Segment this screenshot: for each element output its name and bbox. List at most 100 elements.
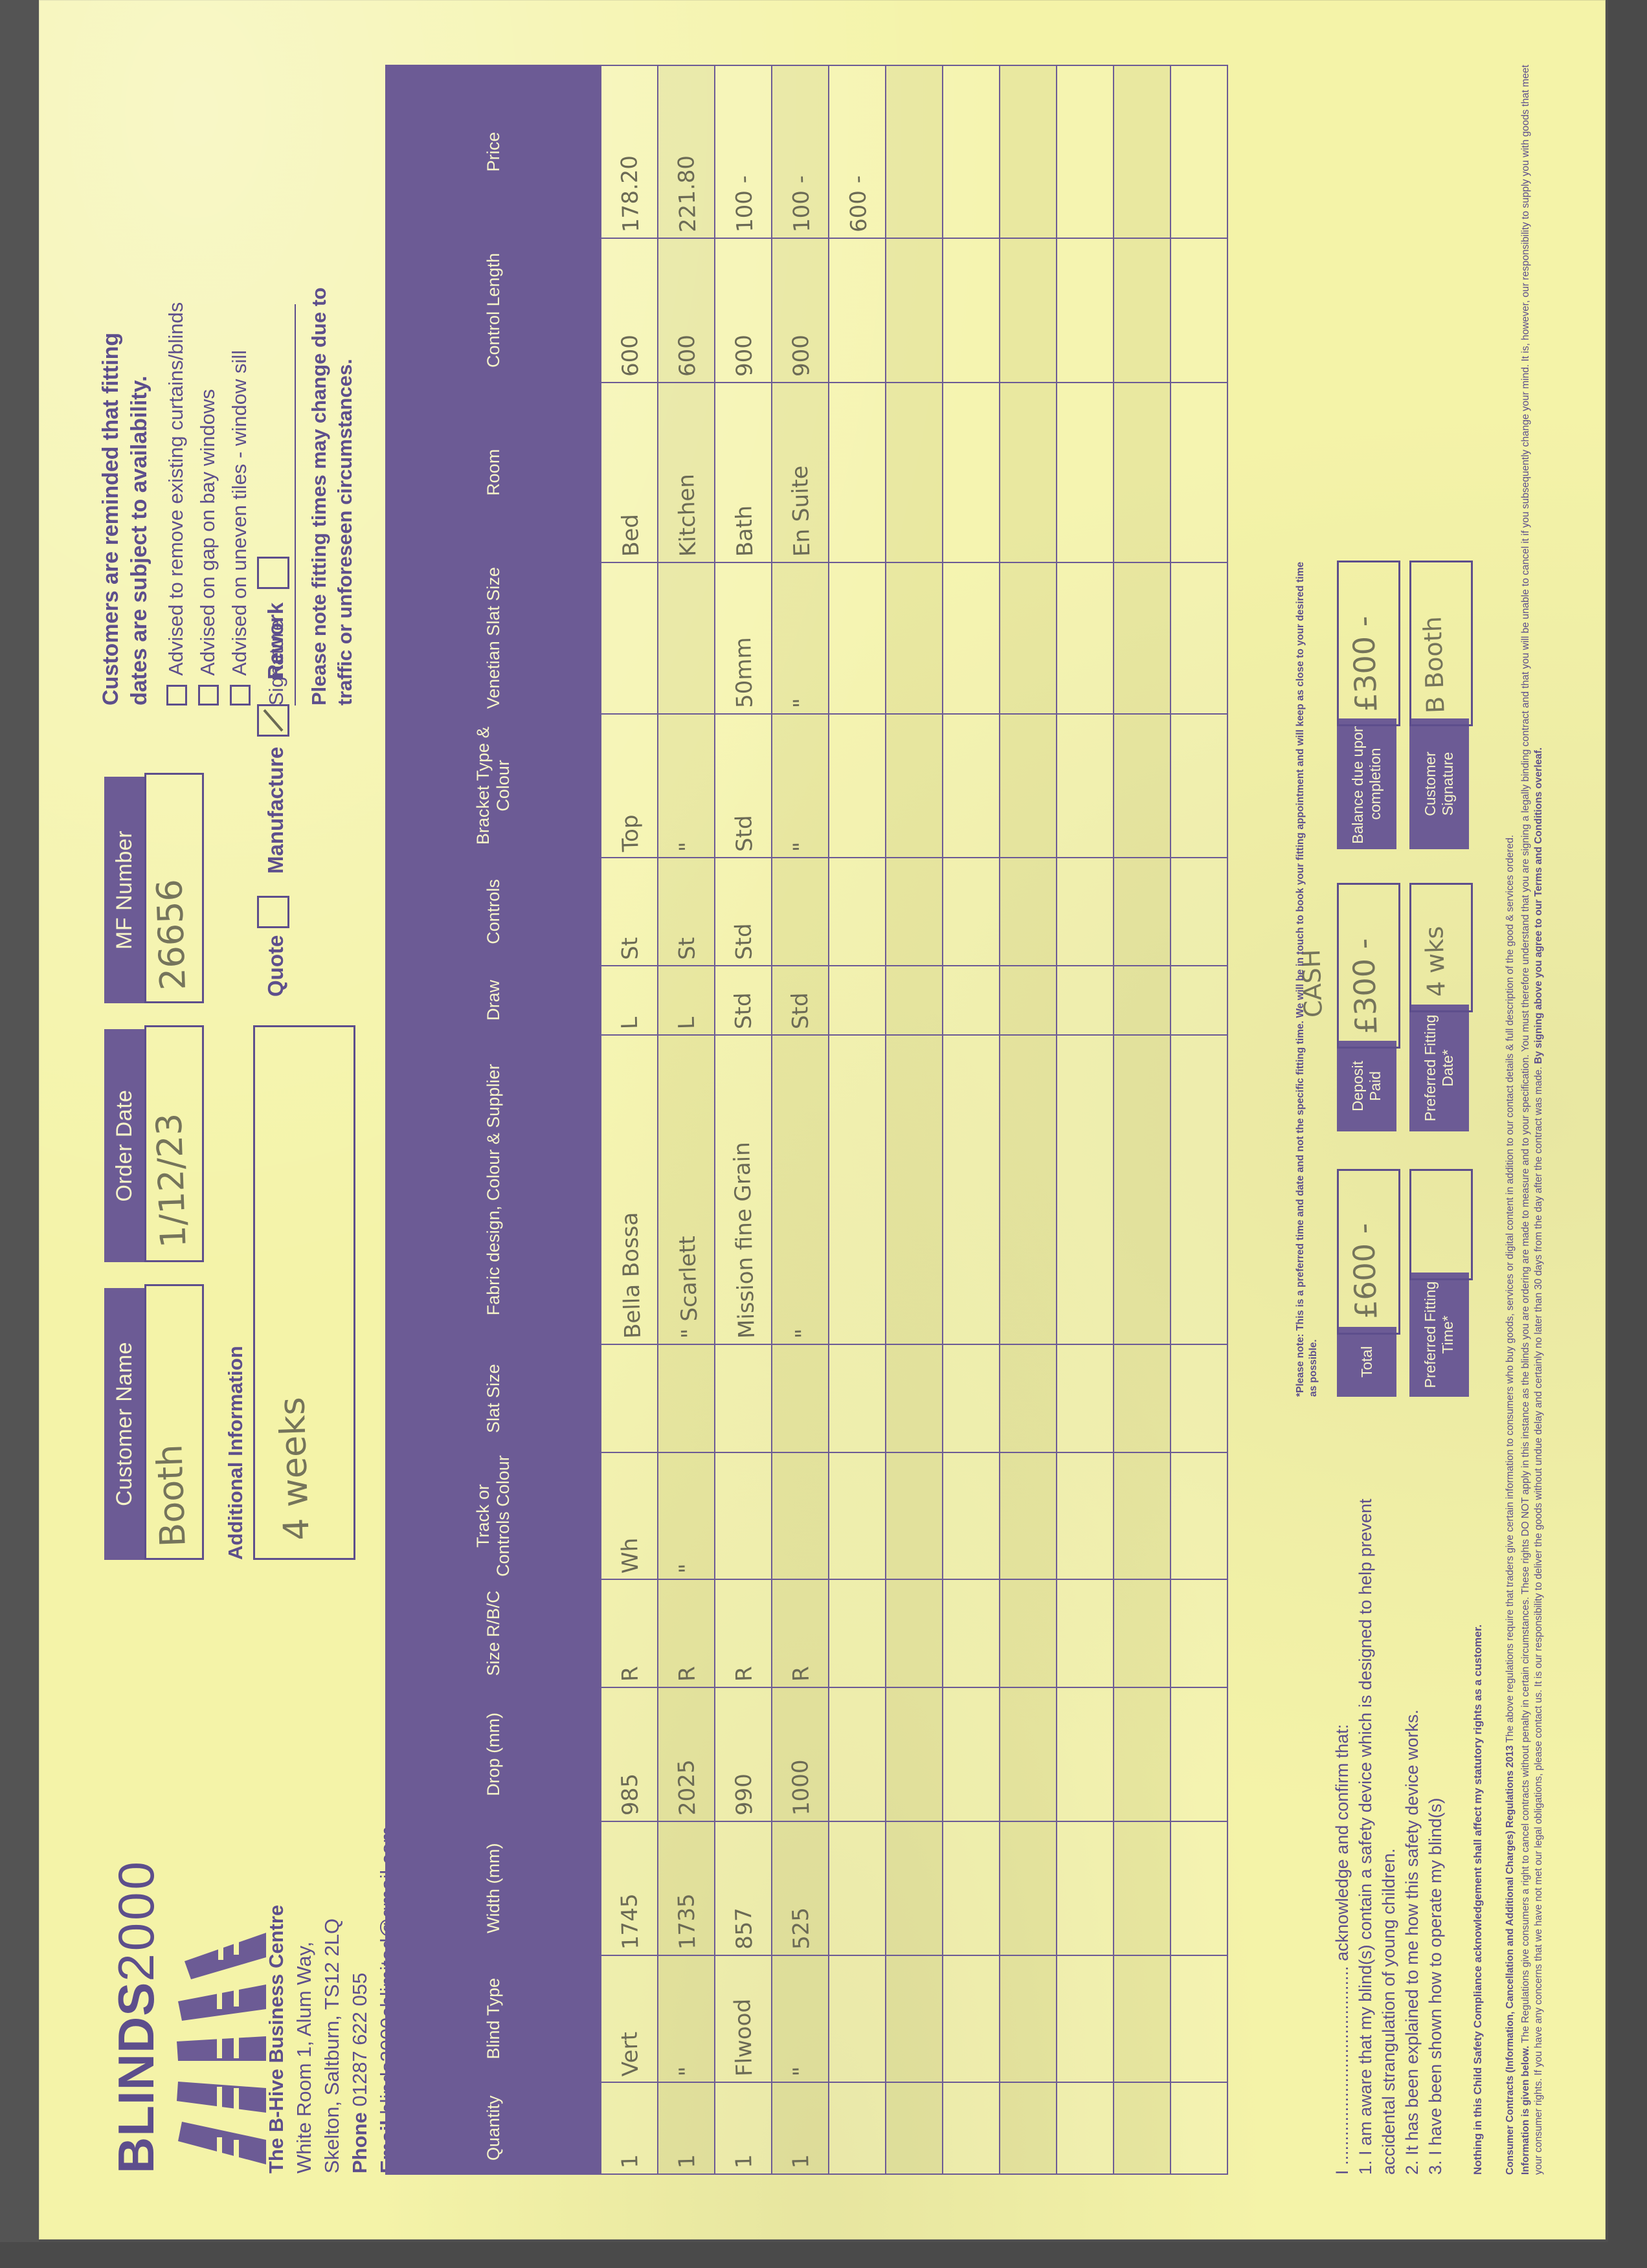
cell-draw[interactable]: [829, 965, 886, 1035]
cell-size-rbc[interactable]: [829, 1579, 886, 1687]
cell-blind-type[interactable]: ": [658, 1955, 715, 2082]
cell-size-rbc[interactable]: [1114, 1579, 1171, 1687]
cell-draw[interactable]: Std: [772, 965, 829, 1035]
cell-venetian-slat[interactable]: 50mm: [715, 562, 772, 714]
cell-room[interactable]: [1171, 382, 1227, 562]
cell-track-colour[interactable]: [1171, 1452, 1227, 1579]
cell-room[interactable]: [829, 382, 886, 562]
cell-draw[interactable]: [886, 965, 943, 1035]
cell-size-rbc[interactable]: [1171, 1579, 1227, 1687]
cell-size-rbc[interactable]: [1057, 1579, 1114, 1687]
cell-controls[interactable]: [1000, 858, 1057, 966]
cell-room[interactable]: [1114, 382, 1171, 562]
cell-blind-type[interactable]: [1000, 1955, 1057, 2082]
cell-track-colour[interactable]: [1057, 1452, 1114, 1579]
cell-width[interactable]: [1171, 1821, 1227, 1955]
cell-width[interactable]: [829, 1821, 886, 1955]
cell-drop[interactable]: 1000: [772, 1687, 829, 1821]
cell-price[interactable]: 178.20: [601, 65, 658, 239]
cell-venetian-slat[interactable]: [1000, 562, 1057, 714]
cell-room[interactable]: Bed: [601, 382, 658, 562]
cell-fabric[interactable]: [829, 1034, 886, 1345]
cell-bracket[interactable]: [1171, 713, 1227, 858]
cell-price[interactable]: [1000, 65, 1057, 239]
cell-fabric[interactable]: [1114, 1034, 1171, 1345]
cell-quantity[interactable]: 1: [772, 2082, 829, 2174]
cell-fabric[interactable]: Bella Bossa: [601, 1034, 658, 1345]
cell-fabric[interactable]: [1057, 1034, 1114, 1345]
cell-quantity[interactable]: [1057, 2082, 1114, 2174]
cell-price[interactable]: 600 -: [829, 65, 886, 239]
cell-venetian-slat[interactable]: [601, 562, 658, 714]
cell-drop[interactable]: [829, 1687, 886, 1821]
table-row[interactable]: [1114, 65, 1171, 2174]
signature-label[interactable]: Signature: [263, 304, 296, 706]
cell-size-rbc[interactable]: R: [658, 1579, 715, 1687]
cell-blind-type[interactable]: [1171, 1955, 1227, 2082]
cell-bracket[interactable]: ": [772, 713, 829, 858]
cell-room[interactable]: [943, 382, 1000, 562]
cell-venetian-slat[interactable]: [943, 562, 1000, 714]
cell-width[interactable]: 1735: [658, 1821, 715, 1955]
cell-track-colour[interactable]: [943, 1452, 1000, 1579]
table-row[interactable]: 1 Vert 1745 985 R Wh Bella Bossa L St Top Bed 600 17…: [601, 65, 658, 2174]
table-row[interactable]: 1 " 1735 2025 R " " Scarlett L St " Kitchen 600 221.…: [658, 65, 715, 2174]
cell-width[interactable]: 525: [772, 1821, 829, 1955]
cell-quantity[interactable]: [1114, 2082, 1171, 2174]
cell-controls[interactable]: St: [658, 858, 715, 966]
cell-width[interactable]: [1057, 1821, 1114, 1955]
advised-curtains-checkbox[interactable]: [166, 685, 187, 706]
cell-control-length[interactable]: [1114, 238, 1171, 383]
cell-bracket[interactable]: [943, 713, 1000, 858]
cell-width[interactable]: [1000, 1821, 1057, 1955]
cell-track-colour[interactable]: [1000, 1452, 1057, 1579]
cell-price[interactable]: [1114, 65, 1171, 239]
cell-draw[interactable]: [1171, 965, 1227, 1035]
advised-uneven-tiles-checkbox[interactable]: [230, 685, 251, 706]
cell-draw[interactable]: L: [658, 965, 715, 1035]
cell-room[interactable]: En Suite: [772, 382, 829, 562]
cell-room[interactable]: [1057, 382, 1114, 562]
table-row[interactable]: [1171, 65, 1227, 2174]
cell-blind-type[interactable]: Flwood: [715, 1955, 772, 2082]
cell-control-length[interactable]: 600: [601, 238, 658, 383]
cell-draw[interactable]: Std: [715, 965, 772, 1035]
cell-track-colour[interactable]: [1114, 1452, 1171, 1579]
cell-controls[interactable]: [886, 858, 943, 966]
cell-venetian-slat[interactable]: [829, 562, 886, 714]
cell-quantity[interactable]: 1: [715, 2082, 772, 2174]
manufacture-checkbox[interactable]: [257, 704, 289, 737]
cell-slat-size[interactable]: [1000, 1344, 1057, 1453]
cell-venetian-slat[interactable]: [658, 562, 715, 714]
cell-drop[interactable]: [886, 1687, 943, 1821]
cell-price[interactable]: [886, 65, 943, 239]
cell-price[interactable]: 221.80: [658, 65, 715, 239]
cell-price[interactable]: 100 -: [772, 65, 829, 239]
cell-venetian-slat[interactable]: [1171, 562, 1227, 714]
cell-drop[interactable]: [1000, 1687, 1057, 1821]
cell-controls[interactable]: St: [601, 858, 658, 966]
cell-track-colour[interactable]: Wh: [601, 1452, 658, 1579]
cell-slat-size[interactable]: [715, 1344, 772, 1453]
cell-slat-size[interactable]: [943, 1344, 1000, 1453]
cell-track-colour[interactable]: [829, 1452, 886, 1579]
cell-bracket[interactable]: [886, 713, 943, 858]
cell-blind-type[interactable]: ": [772, 1955, 829, 2082]
cell-control-length[interactable]: 900: [772, 238, 829, 383]
cell-width[interactable]: [943, 1821, 1000, 1955]
cell-size-rbc[interactable]: R: [772, 1579, 829, 1687]
cell-drop[interactable]: 2025: [658, 1687, 715, 1821]
cell-venetian-slat[interactable]: [1114, 562, 1171, 714]
cell-controls[interactable]: [943, 858, 1000, 966]
cell-room[interactable]: Bath: [715, 382, 772, 562]
cell-drop[interactable]: 990: [715, 1687, 772, 1821]
cell-control-length[interactable]: [943, 238, 1000, 383]
cell-controls[interactable]: Std: [715, 858, 772, 966]
table-row[interactable]: [886, 65, 943, 2174]
cell-quantity[interactable]: [1000, 2082, 1057, 2174]
cell-track-colour[interactable]: ": [658, 1452, 715, 1579]
cell-venetian-slat[interactable]: ": [772, 562, 829, 714]
cell-width[interactable]: [886, 1821, 943, 1955]
cell-slat-size[interactable]: [658, 1344, 715, 1453]
cell-controls[interactable]: [1171, 858, 1227, 966]
